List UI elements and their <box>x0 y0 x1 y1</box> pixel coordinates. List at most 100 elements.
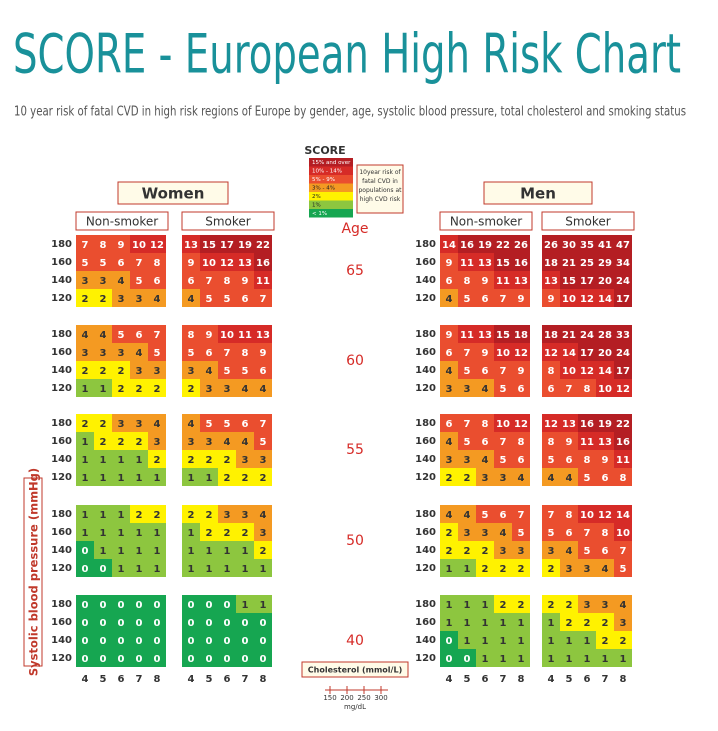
risk-value: 1 <box>136 546 143 557</box>
risk-value: 2 <box>518 564 525 575</box>
risk-value: 0 <box>242 618 249 629</box>
risk-value: 0 <box>260 618 267 629</box>
risk-cell <box>200 631 218 649</box>
risk-cell <box>440 414 458 432</box>
sbp-label: 160 <box>51 527 72 538</box>
risk-cell <box>236 505 254 523</box>
risk-value: 1 <box>154 564 161 575</box>
risk-cell <box>112 595 130 613</box>
risk-cell <box>76 450 94 468</box>
risk-value: 0 <box>260 636 267 647</box>
risk-cell <box>614 450 632 468</box>
risk-value: 3 <box>242 455 249 466</box>
risk-value: 7 <box>584 528 591 539</box>
risk-value: 3 <box>464 384 471 395</box>
risk-value: 0 <box>100 564 107 575</box>
sbp-label: 180 <box>415 418 436 429</box>
risk-cell <box>578 414 596 432</box>
risk-value: 6 <box>242 419 249 430</box>
risk-value: 1 <box>188 528 195 539</box>
risk-cell <box>218 325 236 343</box>
risk-cell <box>94 631 112 649</box>
risk-cell <box>182 253 200 271</box>
sbp-label: 160 <box>51 347 72 358</box>
risk-value: 3 <box>206 437 213 448</box>
risk-cell <box>476 432 494 450</box>
risk-cell <box>236 235 254 253</box>
risk-cell <box>476 613 494 631</box>
risk-value: 0 <box>224 600 231 611</box>
risk-cell <box>476 541 494 559</box>
risk-value: 0 <box>446 654 453 665</box>
risk-value: 2 <box>188 384 195 395</box>
risk-cell <box>112 613 130 631</box>
risk-cell <box>254 271 272 289</box>
risk-value: 9 <box>446 330 453 341</box>
risk-value: 4 <box>446 437 453 448</box>
risk-value: 1 <box>206 546 213 557</box>
risk-cell <box>596 361 614 379</box>
risk-cell <box>254 379 272 397</box>
risk-cell <box>614 631 632 649</box>
risk-value: 3 <box>584 564 591 575</box>
risk-cell <box>200 379 218 397</box>
sbp-label: 120 <box>51 653 72 664</box>
risk-cell <box>578 505 596 523</box>
risk-value: 2 <box>118 366 125 377</box>
legend-swatch <box>309 175 353 184</box>
risk-value: 5 <box>548 528 555 539</box>
risk-value: 5 <box>464 294 471 305</box>
legend-swatch <box>309 183 353 192</box>
risk-cell <box>94 613 112 631</box>
sbp-label: 120 <box>51 472 72 483</box>
risk-value: 7 <box>518 510 525 521</box>
risk-value: 4 <box>154 419 161 430</box>
risk-cell <box>614 343 632 361</box>
risk-cell <box>182 613 200 631</box>
risk-value: 10 <box>496 348 510 359</box>
risk-value: 24 <box>580 330 594 341</box>
risk-value: 9 <box>482 348 489 359</box>
risk-value: 5 <box>548 455 555 466</box>
risk-cell <box>182 505 200 523</box>
risk-value: 2 <box>518 600 525 611</box>
risk-value: 4 <box>446 366 453 377</box>
risk-value: 1 <box>118 546 125 557</box>
risk-value: 19 <box>598 419 612 430</box>
risk-value: 6 <box>500 510 507 521</box>
risk-cell <box>596 450 614 468</box>
risk-value: 2 <box>82 366 89 377</box>
risk-value: 12 <box>598 510 612 521</box>
risk-cell <box>476 523 494 541</box>
risk-value: 0 <box>82 564 89 575</box>
risk-cell <box>578 253 596 271</box>
risk-value: 6 <box>602 473 609 484</box>
risk-value: 4 <box>518 473 525 484</box>
risk-cell <box>458 450 476 468</box>
risk-cell <box>476 289 494 307</box>
risk-cell <box>560 559 578 577</box>
chol-label: 5 <box>464 674 471 685</box>
sbp-label: 140 <box>51 545 72 556</box>
risk-value: 41 <box>598 240 612 251</box>
risk-cell <box>578 631 596 649</box>
risk-value: 2 <box>446 546 453 557</box>
risk-cell <box>182 523 200 541</box>
risk-cell <box>112 631 130 649</box>
sbp-label: 180 <box>51 329 72 340</box>
risk-value: 2 <box>500 564 507 575</box>
risk-cell <box>458 613 476 631</box>
risk-value: 7 <box>500 366 507 377</box>
risk-value: 4 <box>446 510 453 521</box>
risk-cell <box>218 450 236 468</box>
age-label: 55 <box>346 442 364 458</box>
risk-cell <box>112 343 130 361</box>
risk-cell <box>578 523 596 541</box>
risk-value: 2 <box>446 528 453 539</box>
risk-cell <box>542 541 560 559</box>
risk-value: 13 <box>562 419 576 430</box>
risk-value: 10 <box>598 384 612 395</box>
sbp-label: 140 <box>415 365 436 376</box>
risk-value: 30 <box>562 240 576 251</box>
age-label: 40 <box>346 633 364 649</box>
